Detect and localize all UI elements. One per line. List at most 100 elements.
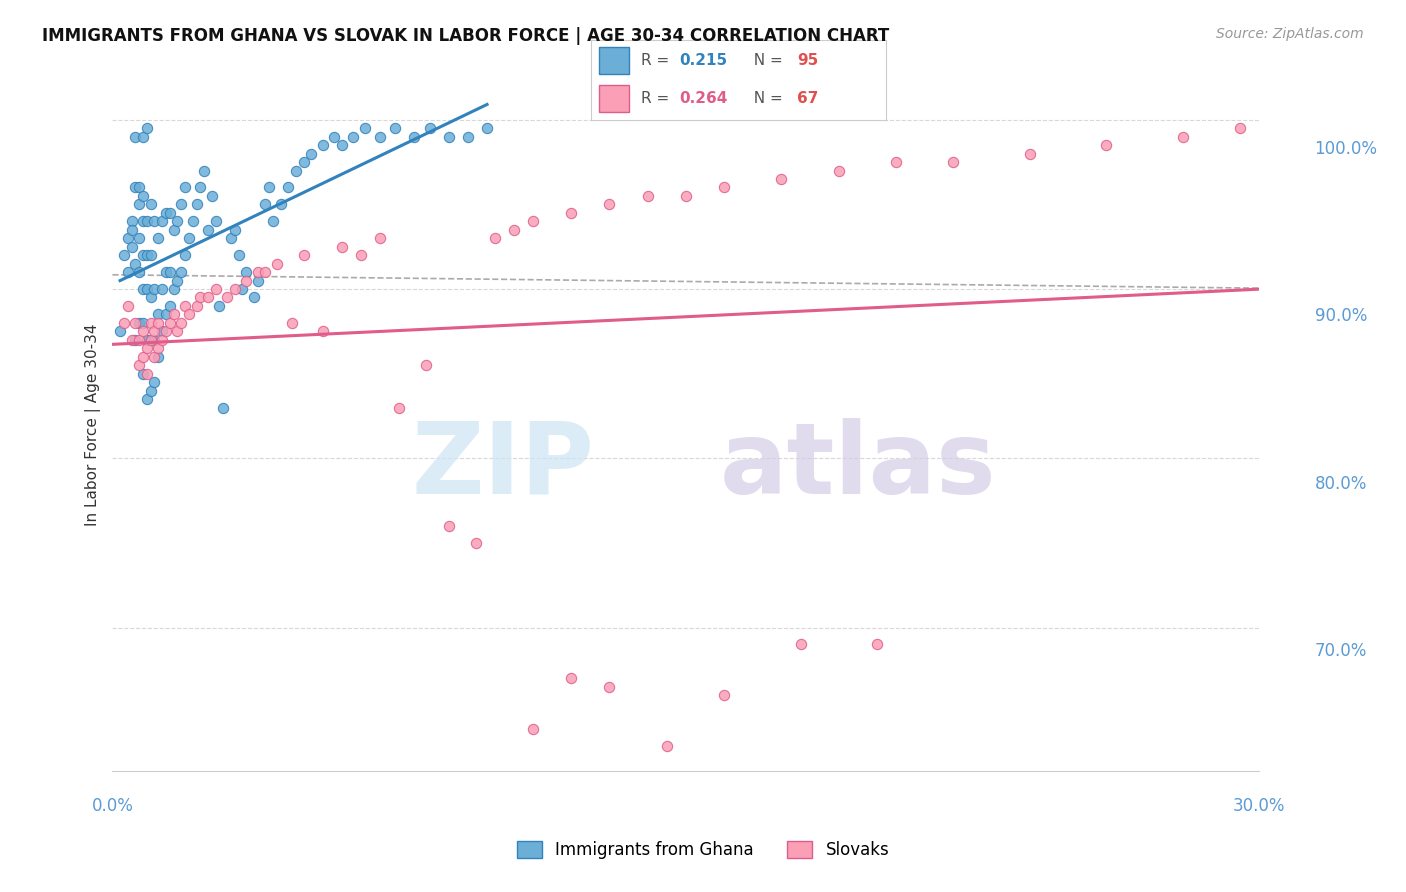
Point bbox=[186, 197, 208, 211]
Point bbox=[174, 248, 197, 262]
Point bbox=[143, 333, 166, 347]
Point bbox=[177, 307, 200, 321]
Point bbox=[121, 223, 143, 237]
Point bbox=[135, 282, 157, 296]
Point bbox=[224, 223, 246, 237]
Point bbox=[121, 333, 143, 347]
Point bbox=[311, 324, 333, 338]
Point bbox=[143, 282, 166, 296]
Point bbox=[828, 163, 851, 178]
Bar bbox=[599, 46, 628, 74]
Point bbox=[884, 155, 907, 169]
Point bbox=[170, 197, 193, 211]
Point bbox=[143, 324, 166, 338]
Point bbox=[188, 180, 211, 194]
Text: 100.0%: 100.0% bbox=[1315, 140, 1378, 158]
Point bbox=[181, 214, 204, 228]
Point bbox=[235, 265, 257, 279]
Point bbox=[148, 341, 170, 355]
Point bbox=[415, 358, 437, 372]
Point bbox=[388, 401, 411, 415]
Point bbox=[132, 282, 155, 296]
Point bbox=[159, 206, 181, 220]
Point bbox=[197, 223, 219, 237]
Point bbox=[162, 223, 184, 237]
Text: 90.0%: 90.0% bbox=[1315, 308, 1367, 326]
Point bbox=[484, 231, 506, 245]
Point bbox=[353, 121, 375, 136]
Bar bbox=[599, 85, 628, 112]
Point bbox=[350, 248, 373, 262]
Point bbox=[128, 265, 150, 279]
Point bbox=[560, 206, 582, 220]
Text: IMMIGRANTS FROM GHANA VS SLOVAK IN LABOR FORCE | AGE 30-34 CORRELATION CHART: IMMIGRANTS FROM GHANA VS SLOVAK IN LABOR… bbox=[42, 27, 890, 45]
Point bbox=[135, 367, 157, 381]
Point bbox=[150, 214, 173, 228]
Point bbox=[246, 274, 269, 288]
Point bbox=[522, 214, 544, 228]
Point bbox=[139, 333, 162, 347]
Point bbox=[330, 138, 353, 153]
Point bbox=[108, 324, 131, 338]
Point bbox=[128, 231, 150, 245]
Point bbox=[132, 129, 155, 144]
Point bbox=[1229, 121, 1251, 136]
Point bbox=[323, 129, 346, 144]
Point bbox=[224, 282, 246, 296]
Text: 0.264: 0.264 bbox=[679, 91, 727, 106]
Text: 80.0%: 80.0% bbox=[1315, 475, 1367, 493]
Point bbox=[204, 282, 226, 296]
Point bbox=[243, 291, 266, 305]
Point bbox=[132, 248, 155, 262]
Point bbox=[217, 291, 239, 305]
Point bbox=[124, 257, 146, 271]
Point bbox=[598, 680, 620, 694]
Point bbox=[135, 248, 157, 262]
Point bbox=[132, 324, 155, 338]
Point bbox=[257, 180, 280, 194]
Point bbox=[770, 172, 793, 186]
Point bbox=[143, 375, 166, 389]
Point bbox=[112, 316, 135, 330]
Point bbox=[942, 155, 965, 169]
Point bbox=[368, 129, 391, 144]
Point bbox=[228, 248, 250, 262]
Point bbox=[139, 333, 162, 347]
Point bbox=[128, 358, 150, 372]
Point bbox=[384, 121, 406, 136]
Point bbox=[270, 197, 292, 211]
Text: R =: R = bbox=[641, 91, 673, 106]
Point bbox=[139, 291, 162, 305]
Point bbox=[266, 257, 288, 271]
Point bbox=[121, 240, 143, 254]
Point bbox=[177, 231, 200, 245]
Y-axis label: In Labor Force | Age 30-34: In Labor Force | Age 30-34 bbox=[86, 323, 101, 525]
Text: 30.0%: 30.0% bbox=[1233, 797, 1285, 814]
Point bbox=[124, 129, 146, 144]
Point bbox=[159, 316, 181, 330]
Point bbox=[675, 189, 697, 203]
Point bbox=[201, 189, 224, 203]
Text: 95: 95 bbox=[797, 53, 818, 68]
Point bbox=[193, 163, 215, 178]
Point bbox=[170, 265, 193, 279]
Point bbox=[219, 231, 242, 245]
Point bbox=[713, 180, 735, 194]
Point bbox=[143, 214, 166, 228]
Point bbox=[128, 197, 150, 211]
Point bbox=[368, 231, 391, 245]
Point bbox=[188, 291, 211, 305]
Point bbox=[124, 333, 146, 347]
Point bbox=[150, 282, 173, 296]
Point bbox=[124, 180, 146, 194]
Point bbox=[132, 214, 155, 228]
Point bbox=[235, 274, 257, 288]
Text: 70.0%: 70.0% bbox=[1315, 642, 1367, 660]
Point bbox=[437, 129, 460, 144]
Point bbox=[457, 129, 479, 144]
Point bbox=[139, 248, 162, 262]
Point bbox=[112, 248, 135, 262]
Text: N =: N = bbox=[744, 53, 787, 68]
Point bbox=[166, 274, 188, 288]
Point bbox=[121, 214, 143, 228]
